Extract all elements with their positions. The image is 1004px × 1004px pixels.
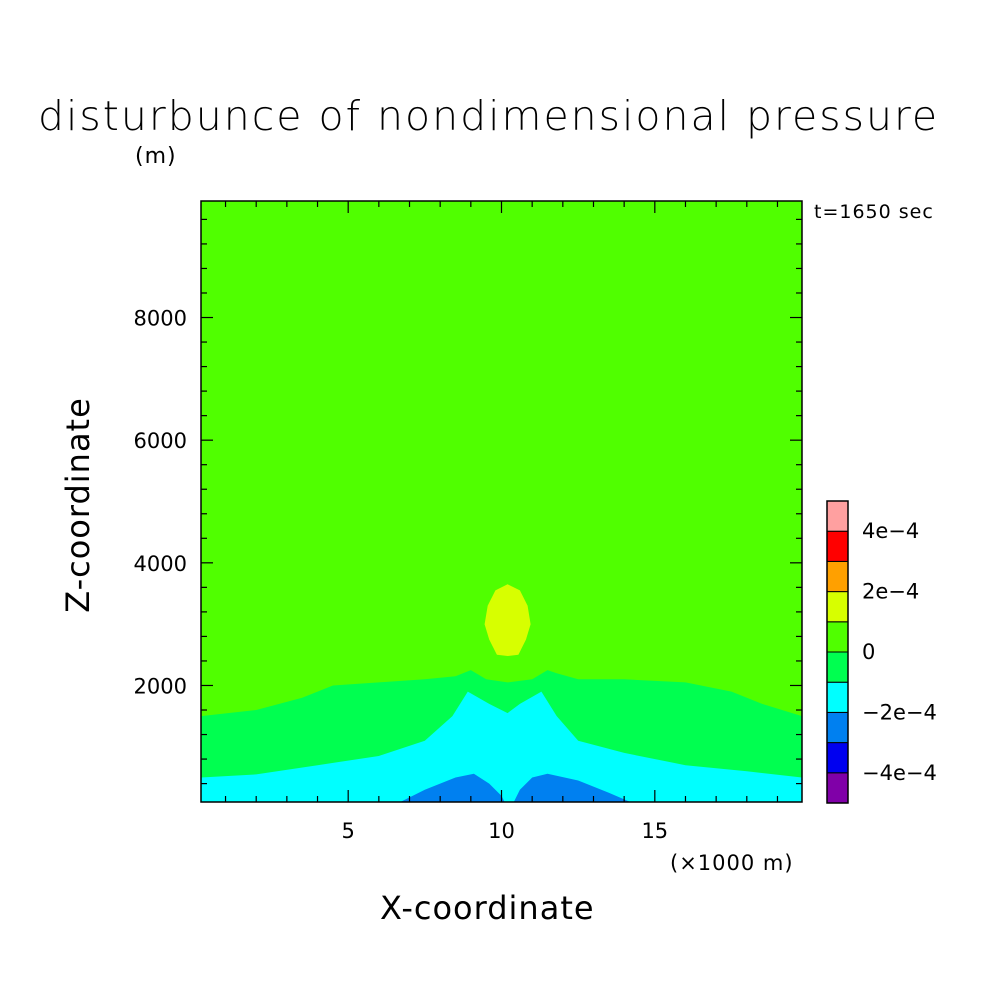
colorbar-swatch — [826, 591, 849, 623]
x-axis-label: X-coordinate — [380, 889, 595, 927]
colorbar-swatch — [826, 681, 849, 713]
colorbar-border — [826, 500, 849, 804]
y-tick-label: 6000 — [134, 429, 187, 453]
contour-region-1 — [484, 584, 531, 656]
unit-label: (m) — [135, 144, 177, 169]
colorbar-label: −4e−4 — [862, 761, 937, 785]
colorbar: −4e−4 −2e−4 0 2e−4 4e−4 — [826, 500, 937, 804]
y-tick-label: 4000 — [134, 552, 187, 576]
y-tick-label: 8000 — [134, 307, 187, 331]
colorbar-swatch — [826, 711, 849, 744]
time-label: t=1650 sec — [814, 201, 934, 223]
y-tick-label: 2000 — [134, 674, 187, 698]
x-tick-label: 10 — [488, 819, 515, 843]
colorbar-swatch — [826, 772, 849, 804]
chart-title: disturbunce of nondimensional pressure — [38, 92, 940, 140]
x-tick-label: 5 — [341, 819, 354, 843]
x-multiplier-label: (×1000 m) — [670, 851, 794, 875]
colorbar-label: −2e−4 — [862, 700, 937, 724]
contour-region-4 — [400, 773, 631, 802]
colorbar-label: 4e−4 — [862, 519, 919, 543]
colorbar-swatch — [826, 651, 849, 683]
colorbar-swatch — [826, 742, 849, 774]
colorbar-label: 0 — [862, 640, 875, 664]
colorbar-swatch — [826, 500, 849, 532]
contour-region-3 — [201, 691, 802, 802]
contour-region-0 — [201, 201, 802, 802]
plot-area — [201, 201, 802, 802]
colorbar-label: 2e−4 — [862, 580, 919, 604]
colorbar-swatch — [826, 560, 849, 593]
colorbar-swatch — [826, 530, 849, 562]
colorbar-swatch — [826, 621, 849, 653]
axis-ticks: 5 10 15 2000 4000 6000 8000 — [134, 201, 802, 843]
x-tick-label: 15 — [641, 819, 668, 843]
